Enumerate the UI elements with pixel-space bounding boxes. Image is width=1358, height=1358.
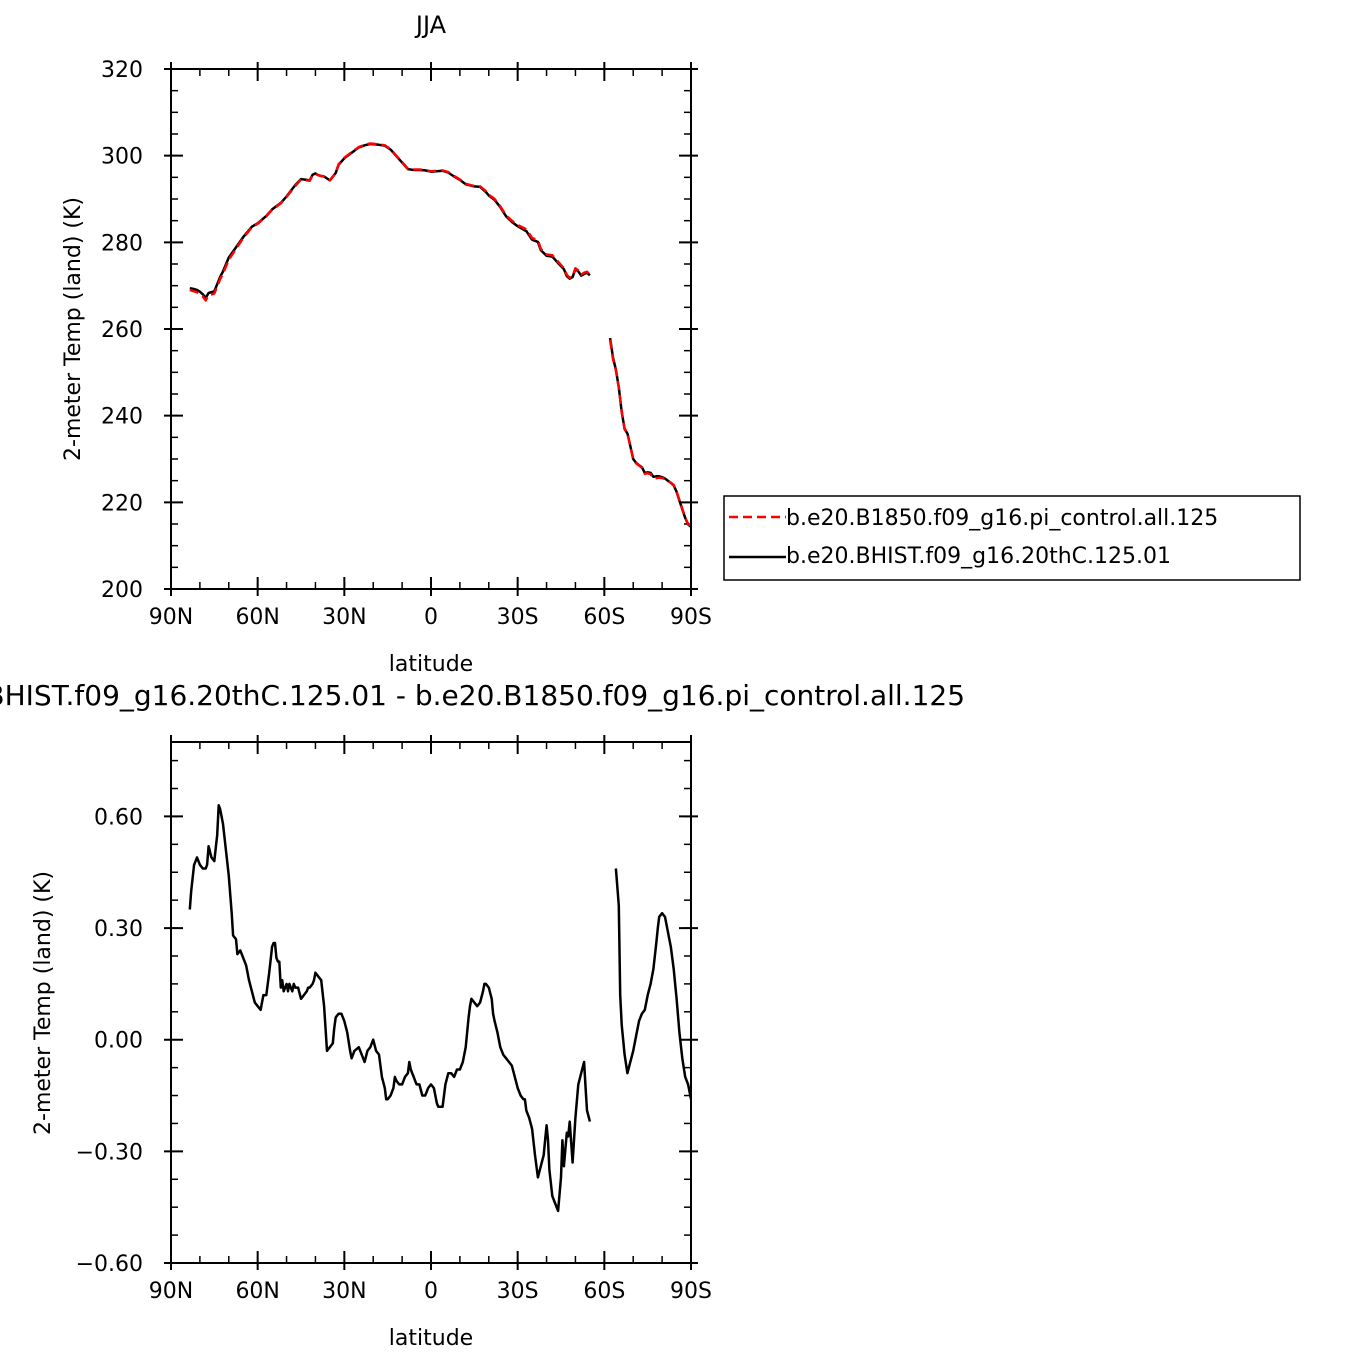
- y-tick-label: 0.60: [94, 805, 143, 830]
- y-tick-label: 0.30: [94, 917, 143, 942]
- chart-title: JJA: [414, 11, 447, 39]
- y-tick-label: −0.30: [76, 1140, 143, 1165]
- plot-frame: [170, 68, 692, 590]
- y-tick-label: 280: [101, 231, 143, 256]
- x-tick-label: 60S: [583, 605, 625, 630]
- y-tick-label: 0.00: [94, 1029, 143, 1054]
- panel-temperature: JJA 90N 60N 30N 0 30S 60S 90S 200 220 240 260 280 30…: [61, 11, 712, 677]
- y-tick-label: 320: [101, 58, 143, 83]
- series-line: [189, 142, 591, 300]
- x-tick-label: 30N: [322, 1279, 366, 1304]
- panel-difference: b.e20.BHIST.f09_g16.20thC.125.01 - b.e20…: [0, 679, 965, 1351]
- legend: b.e20.B1850.f09_g16.pi_control.all.125 b…: [723, 495, 1301, 581]
- x-tick-label: 30S: [497, 1279, 539, 1304]
- chart-title: b.e20.BHIST.f09_g16.20thC.125.01 - b.e20…: [0, 679, 965, 712]
- y-tick-label: 300: [101, 145, 143, 170]
- plot-area: 90N 60N 30N 0 30S 60S 90S 200 220 240 260 280 300 320: [101, 58, 712, 630]
- series-line: [614, 868, 691, 1100]
- x-tick-label: 90S: [670, 605, 712, 630]
- plot-area: 90N 60N 30N 0 30S 60S 90S −0.60 −0.30 0.00 0.30 0.6…: [76, 735, 712, 1304]
- plot-frame: [170, 741, 692, 1264]
- series-line: [608, 339, 691, 528]
- x-axis-label: latitude: [389, 652, 473, 677]
- legend-box: [723, 495, 1301, 581]
- x-tick-label: 90S: [670, 1279, 712, 1304]
- x-tick-label: 30S: [497, 605, 539, 630]
- x-tick-label: 30N: [322, 605, 366, 630]
- legend-entry-pi-control: b.e20.B1850.f09_g16.pi_control.all.125: [786, 506, 1218, 531]
- x-tick-label: 90N: [149, 605, 193, 630]
- x-tick-label: 60N: [235, 1279, 279, 1304]
- x-tick-label: 0: [424, 605, 438, 630]
- y-axis-label: 2-meter Temp (land) (K): [61, 197, 86, 461]
- x-axis-label: latitude: [389, 1326, 473, 1351]
- x-tick-label: 60N: [235, 605, 279, 630]
- legend-entry-20thc: b.e20.BHIST.f09_g16.20thC.125.01: [786, 544, 1171, 569]
- series-line: [189, 142, 591, 302]
- x-tick-label: 0: [424, 1279, 438, 1304]
- y-tick-label: −0.60: [76, 1252, 143, 1277]
- y-tick-label: 200: [101, 578, 143, 603]
- y-tick-label: 220: [101, 491, 143, 516]
- x-tick-label: 90N: [149, 1279, 193, 1304]
- y-tick-label: 240: [101, 405, 143, 430]
- y-axis-label: 2-meter Temp (land) (K): [31, 871, 56, 1135]
- series-line: [188, 804, 592, 1213]
- x-tick-label: 60S: [583, 1279, 625, 1304]
- y-tick-label: 260: [101, 318, 143, 343]
